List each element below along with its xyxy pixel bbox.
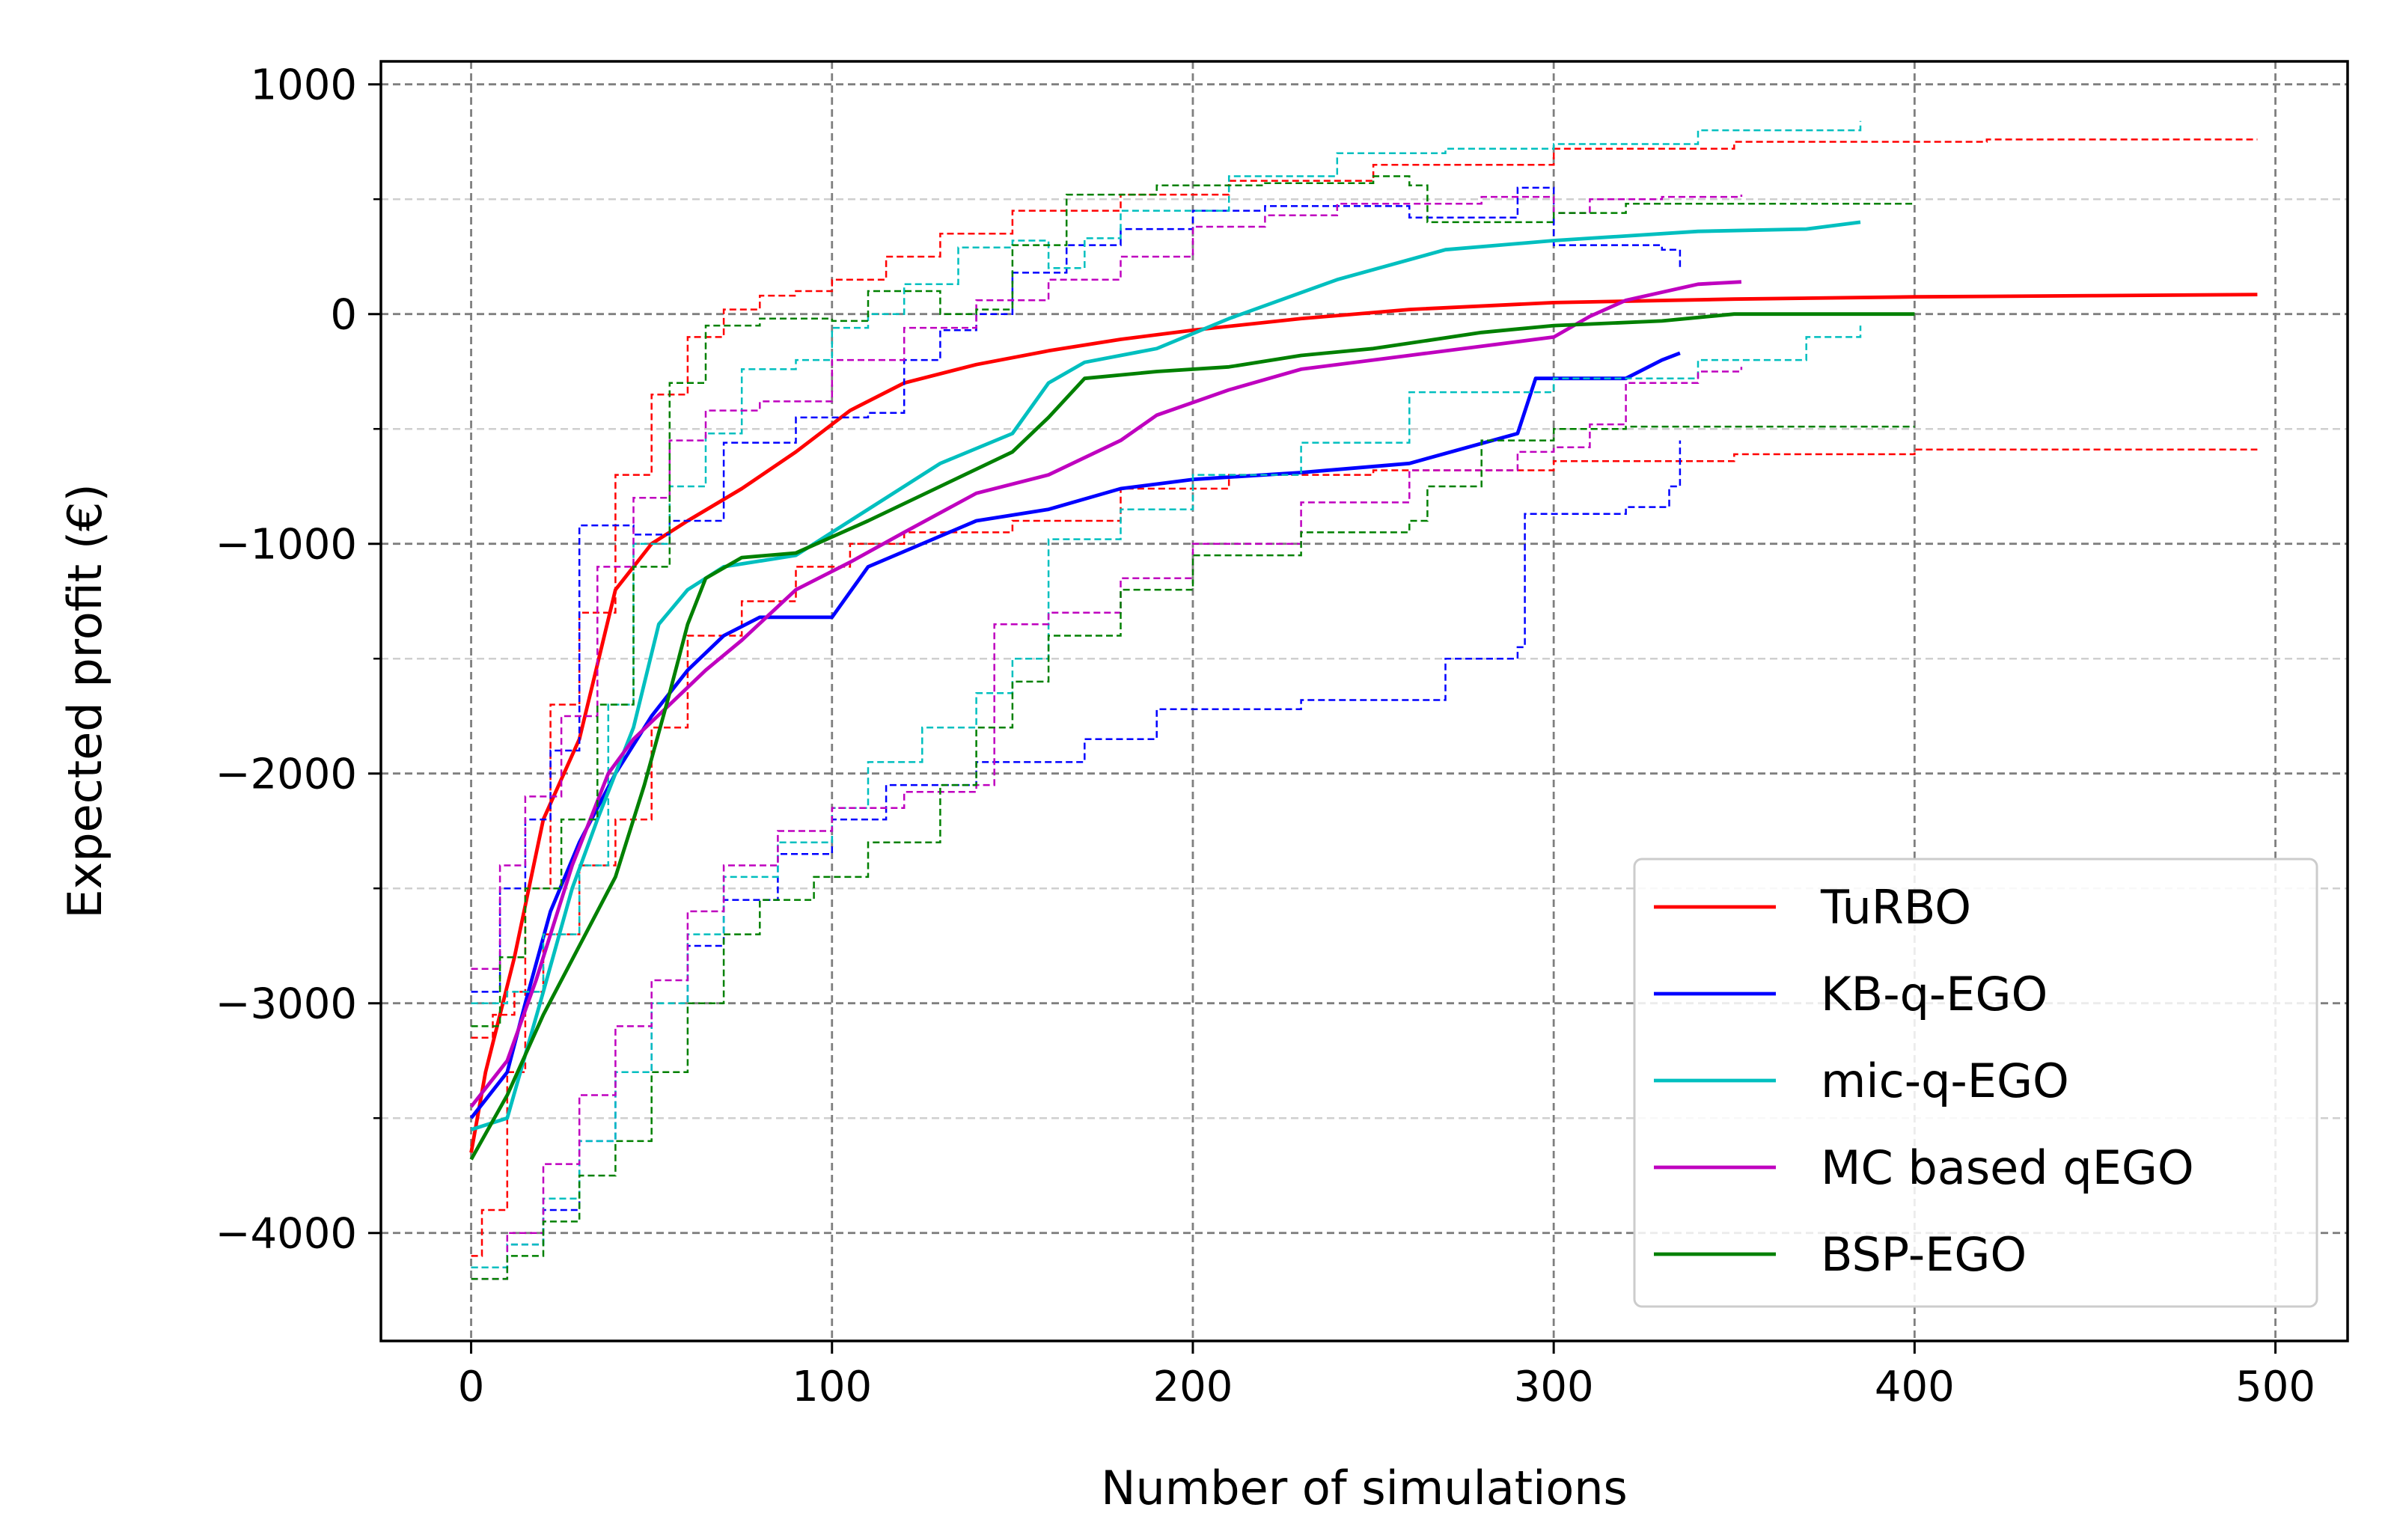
mean-line-mc-based-qego	[469, 280, 1742, 1108]
x-tick-label: 400	[1875, 1363, 1955, 1411]
x-tick-label: 100	[792, 1363, 872, 1411]
series-layer	[469, 120, 2258, 1280]
legend-label-bsp-ego: BSP-EGO	[1821, 1227, 2027, 1282]
y-tick-label: −4000	[216, 1210, 357, 1259]
axis-ticks	[368, 83, 2277, 1354]
x-tick-label: 0	[458, 1363, 485, 1411]
series-mic-q-ego	[470, 120, 1862, 1269]
series-bsp-ego	[469, 175, 1915, 1280]
mean-line-bsp-ego	[469, 312, 1915, 1161]
upper-band-line-mc-based-qego	[471, 195, 1743, 970]
y-tick-label: 0	[330, 291, 357, 340]
tick-labels: 0 100 200 300 400 500 1000 0 −1000 −2000 −3000 −400…	[216, 61, 2315, 1411]
legend: TuRBO KB-q-EGO mic-q-EGO MC based qEGO BSP-E…	[1633, 858, 2318, 1308]
x-tick-label: 500	[2235, 1363, 2315, 1411]
legend-label-mc-based-qego: MC based qEGO	[1821, 1140, 2194, 1195]
y-tick-label: −3000	[216, 980, 357, 1029]
mean-line-mic-q-ego	[470, 220, 1861, 1131]
plot-frame	[379, 60, 2349, 1342]
x-tick-label: 200	[1153, 1363, 1233, 1411]
y-tick-label: 1000	[250, 61, 357, 110]
x-tick-label: 300	[1514, 1363, 1594, 1411]
x-axis-title: Number of simulations	[1101, 1461, 1628, 1515]
legend-label-mic-q-ego: mic-q-EGO	[1821, 1054, 2069, 1108]
series-mc-based-qego	[469, 195, 1743, 1280]
lower-band-line-mic-q-ego	[471, 326, 1862, 1269]
mean-line-kb-q-ego	[469, 351, 1681, 1119]
legend-label-turbo: TuRBO	[1820, 880, 1971, 935]
upper-band-line-kb-q-ego	[471, 186, 1682, 993]
upper-band-line-turbo	[471, 138, 2258, 1257]
y-tick-label: −2000	[216, 751, 357, 799]
upper-band-line-bsp-ego	[471, 175, 1915, 1027]
y-tick-label: −1000	[216, 521, 357, 569]
lower-band-line-bsp-ego	[471, 425, 1915, 1280]
legend-label-kb-q-ego: KB-q-EGO	[1821, 967, 2048, 1021]
legend-box	[1633, 858, 2318, 1308]
lower-band-line-mc-based-qego	[471, 367, 1743, 1280]
y-axis-title: Expected profit (€)	[58, 483, 112, 918]
upper-band-line-mic-q-ego	[471, 120, 1862, 1004]
